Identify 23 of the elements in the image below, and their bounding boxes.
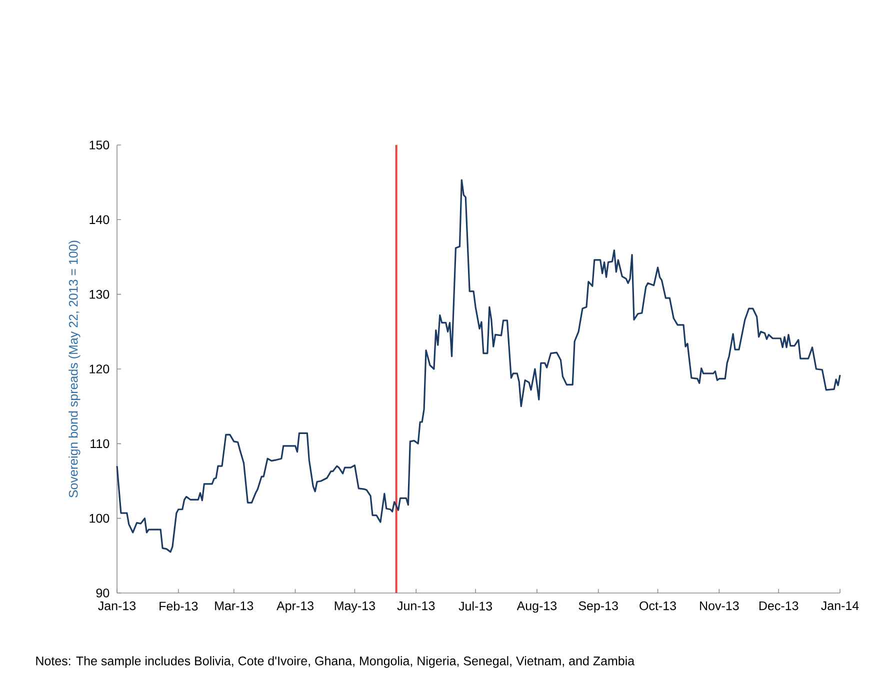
x-tick-label: Apr-13 xyxy=(276,601,314,613)
x-tick-label: Feb-13 xyxy=(160,601,198,611)
x-tick-label: Dec-13 xyxy=(759,601,798,610)
x-tick-label: Jan-13 xyxy=(98,601,136,610)
x-tick-label: Nov-13 xyxy=(700,601,739,610)
x-tick-label: Sep-13 xyxy=(578,601,618,613)
x-tick-label: Jan-14 xyxy=(821,601,859,610)
y-tick-label: 100 xyxy=(90,514,110,523)
x-tick-label: May-13 xyxy=(334,601,375,613)
x-tick-label: Oct-13 xyxy=(640,601,676,610)
x-tick-label: Mar-13 xyxy=(215,601,254,610)
y-axis-title: Sovereign bond spreads (May 22, 2013 = 100) xyxy=(68,240,80,498)
y-tick-label: 120 xyxy=(90,364,110,374)
y-tick-label: 90 xyxy=(96,588,110,598)
y-tick-label: 150 xyxy=(90,140,110,150)
y-tick-label: 110 xyxy=(90,439,110,448)
x-tick-label: Jul-13 xyxy=(458,601,492,611)
y-tick-label: 130 xyxy=(90,290,110,299)
text: Notes: The sample includes Bolivia, Cote d'Ivoire, Ghana, Mongolia, Nigeria, Senegal, Vietnam, and Zambia xyxy=(36,656,635,668)
x-tick-label: Jun-13 xyxy=(397,601,435,610)
y-tick-label: 140 xyxy=(90,215,110,224)
line-series xyxy=(116,179,841,553)
x-tick-label: Aug-13 xyxy=(516,601,557,613)
